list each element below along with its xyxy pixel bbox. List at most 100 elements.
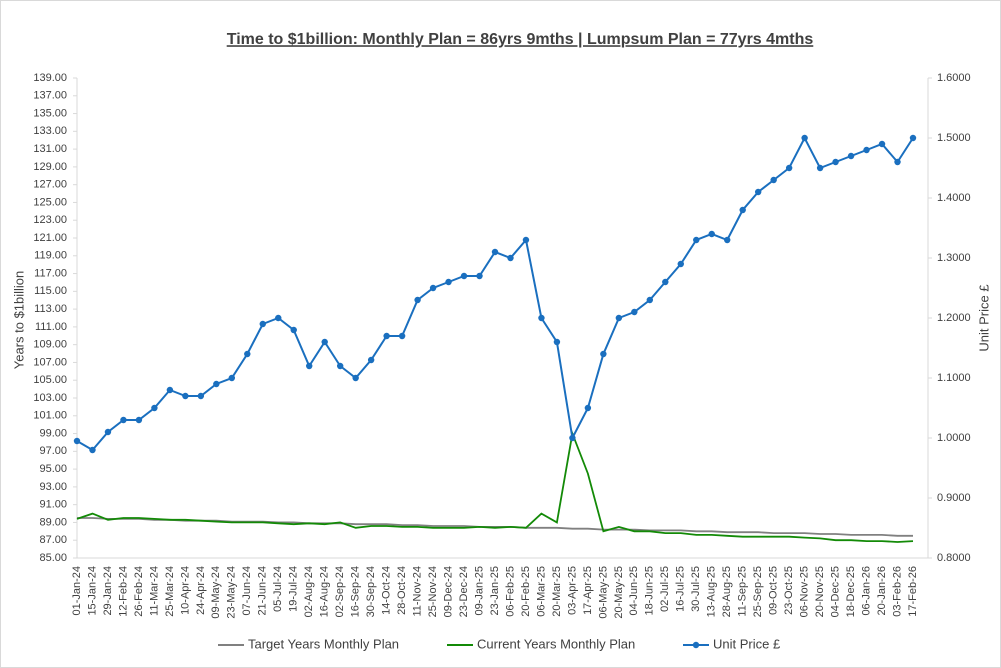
x-tick-label: 07-Jun-24 (241, 566, 253, 616)
point (816, 164, 824, 172)
point (151, 404, 158, 412)
x-tick-label: 28-Oct-24 (396, 566, 408, 615)
x-tick-label: 06-Mar-25 (535, 566, 547, 617)
point (135, 416, 143, 424)
point (646, 296, 654, 304)
point (89, 446, 96, 454)
y-tick-label: 91.00 (39, 499, 67, 511)
y-tick-label: 135.00 (33, 107, 67, 119)
y2-axis-title: Unit Price £ (976, 284, 991, 352)
legend-marker (692, 641, 700, 649)
point (569, 434, 576, 442)
y-tick-label: 129.00 (33, 161, 67, 173)
point (290, 326, 297, 334)
x-tick-label: 06-Jan-26 (860, 566, 872, 616)
y2-tick-label: 1.3000 (937, 252, 971, 264)
chart-title: Time to $1billion: Monthly Plan = 86yrs … (227, 31, 814, 48)
x-tick-label: 30-Jul-25 (690, 566, 702, 612)
x-tick-label: 26-Feb-24 (133, 566, 145, 617)
point (228, 374, 236, 382)
point (847, 152, 855, 160)
point (197, 392, 205, 400)
x-tick-label: 25-Sep-25 (752, 566, 764, 617)
x-tick-label: 02-Jul-25 (659, 566, 671, 612)
y-tick-label: 89.00 (39, 516, 67, 528)
x-tick-label: 04-Dec-25 (829, 566, 841, 617)
x-tick-label: 05-Jul-24 (272, 566, 284, 612)
point (724, 236, 731, 244)
y-tick-label: 85.00 (39, 552, 67, 564)
point (662, 278, 669, 286)
point (878, 140, 886, 148)
x-tick-label: 14-Oct-24 (381, 566, 393, 615)
x-tick-label: 09-Dec-24 (442, 566, 454, 617)
y-tick-label: 133.00 (33, 125, 67, 137)
point (553, 338, 561, 346)
point (182, 392, 189, 400)
y2-tick-label: 1.6000 (937, 72, 971, 84)
legend-label: Current Years Monthly Plan (477, 636, 635, 651)
y2-tick-label: 1.2000 (937, 312, 971, 324)
point (832, 158, 839, 166)
point (120, 416, 127, 424)
y-tick-label: 101.00 (33, 410, 67, 422)
legend-label: Target Years Monthly Plan (248, 636, 399, 651)
point (584, 404, 592, 412)
y-tick-label: 113.00 (34, 303, 67, 315)
point (445, 278, 452, 286)
point (414, 296, 421, 304)
x-tick-label: 18-Dec-25 (845, 566, 857, 617)
x-tick-label: 09-May-24 (210, 566, 222, 619)
y2-tick-label: 0.9000 (937, 492, 971, 504)
x-tick-label: 19-Jul-24 (288, 566, 300, 612)
point (398, 332, 406, 340)
point (336, 362, 344, 370)
point (166, 386, 174, 394)
point (73, 437, 81, 445)
x-tick-label: 15-Jan-24 (86, 566, 98, 616)
point (615, 314, 623, 322)
x-tick-label: 03-Apr-25 (566, 566, 578, 615)
y-tick-label: 87.00 (39, 534, 67, 546)
x-tick-label: 02-Aug-24 (303, 566, 315, 617)
y-tick-label: 95.00 (39, 463, 67, 475)
x-tick-label: 30-Sep-24 (365, 566, 377, 617)
x-tick-label: 25-Nov-24 (427, 566, 439, 617)
x-tick-label: 11-Nov-24 (411, 566, 423, 617)
point (522, 236, 530, 244)
x-tick-label: 12-Feb-24 (117, 566, 129, 617)
y-tick-label: 111.00 (35, 321, 67, 333)
point (306, 362, 313, 370)
x-tick-label: 18-Jun-25 (644, 566, 656, 616)
point (754, 188, 762, 196)
x-tick-label: 17-Apr-25 (582, 566, 594, 615)
x-tick-label: 10-Apr-24 (179, 566, 191, 615)
x-tick-label: 20-Mar-25 (551, 566, 563, 617)
y2-tick-label: 1.0000 (937, 432, 971, 444)
x-tick-label: 11-Sep-25 (737, 566, 749, 617)
point (429, 284, 437, 292)
y-tick-label: 117.00 (34, 267, 67, 279)
y-tick-label: 121.00 (33, 232, 67, 244)
y-tick-label: 103.00 (33, 392, 67, 404)
x-tick-label: 11-Mar-24 (148, 566, 160, 616)
point (367, 356, 375, 364)
y-tick-label: 127.00 (33, 179, 67, 191)
point (491, 248, 499, 256)
y-tick-label: 105.00 (33, 374, 67, 386)
x-tick-label: 23-May-24 (226, 566, 238, 619)
x-tick-label: 23-Jan-25 (489, 566, 501, 616)
y-tick-label: 109.00 (33, 339, 67, 351)
point (352, 374, 359, 382)
point (739, 206, 746, 214)
x-tick-label: 06-May-25 (597, 566, 609, 619)
x-tick-label: 06-Feb-25 (504, 566, 516, 617)
point (600, 350, 607, 358)
x-tick-label: 24-Apr-24 (195, 566, 207, 615)
point (770, 176, 777, 184)
point (785, 164, 793, 172)
y-tick-label: 119.00 (34, 250, 67, 262)
x-tick-label: 04-Jun-25 (628, 566, 640, 616)
point (460, 272, 468, 280)
